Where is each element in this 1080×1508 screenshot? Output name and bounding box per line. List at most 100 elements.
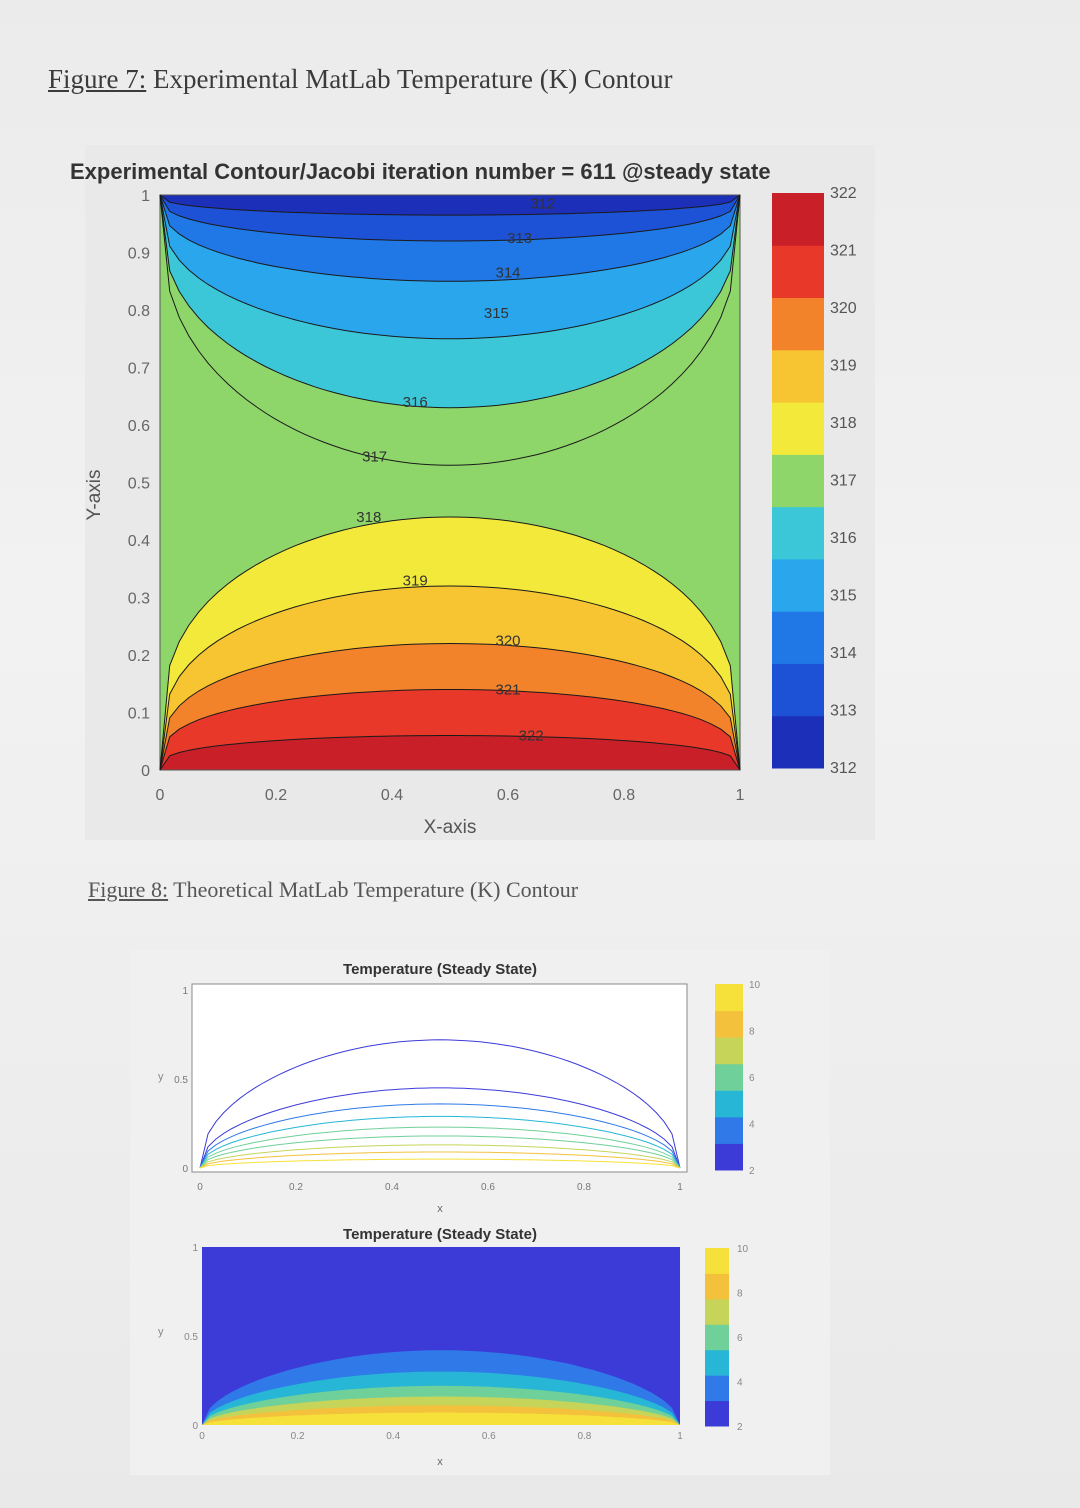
y-tick-labels: 00.51 [174,986,188,1175]
x-tick-labels: 0 0.2 0.4 0.6 0.8 1 [197,1182,683,1193]
contour-line-317 [159,194,741,466]
y-tick-labels: 0 0.1 0.2 0.3 0.4 0.5 0.6 0.7 0.8 0.9 1 [128,188,150,780]
x-tick-label: 0 [199,1431,205,1442]
x-tick-label: 0.2 [289,1182,303,1193]
colorbar-tick-label: 8 [749,1027,755,1038]
y-tick-label: 0.5 [128,476,150,493]
contour-label-315: 315 [484,305,509,322]
x-tick-label: 0.8 [577,1182,591,1193]
colorbar-tick-label: 2 [749,1166,755,1177]
y-tick-label: 1 [192,1243,198,1254]
colorbar-segment [772,715,824,769]
colorbar-segment [705,1324,729,1351]
colorbar [772,193,824,769]
contour-label-313: 313 [507,230,532,247]
plot-frame [159,194,741,771]
contour-label-314: 314 [495,265,520,282]
colorbar-tick-label: 317 [830,473,857,490]
colorbar-segment [705,1400,729,1427]
colorbar-tick-label: 313 [830,703,857,720]
x-axis-label: x [437,1203,443,1215]
x-tick-label: 0.4 [385,1182,399,1193]
y-tick-label: 0 [182,1164,188,1175]
colorbar-tick-label: 321 [830,243,857,260]
colorbar-segment [772,245,824,299]
colorbar-segment [715,1010,743,1038]
x-tick-labels: 0 0.2 0.4 0.6 0.8 1 [156,787,745,804]
contour-label-312: 312 [530,196,555,213]
colorbar-tick-label: 6 [737,1333,743,1344]
plot-frame [191,983,688,1173]
contour-line-6 [199,1135,681,1169]
contour-line-313 [159,194,741,242]
x-tick-label: 1 [677,1182,683,1193]
y-tick-label: 1 [141,188,150,205]
contour-label-321: 321 [495,682,520,699]
heatmap-area [202,1247,680,1425]
colorbar-tick-labels: 312 313 314 315 316 317 318 319 320 321 322 [830,185,857,777]
x-tick-label: 0.8 [613,787,635,804]
colorbar-tick-label: 320 [830,300,857,317]
colorbar-tick-label: 4 [749,1120,755,1131]
colorbar-segment [705,1273,729,1300]
contour-plot-area [159,194,741,771]
y-tick-label: 0.2 [128,648,150,665]
y-tick-label: 0.8 [128,303,150,320]
colorbar-tick-label: 312 [830,760,857,777]
x-tick-label: 0 [197,1182,203,1193]
x-tick-label: 0.8 [577,1431,591,1442]
y-tick-label: 0.3 [128,591,150,608]
contour-line-1 [199,1039,681,1169]
contour-line-322 [159,735,741,771]
colorbar-tick-label: 4 [737,1378,743,1389]
colorbar-tick-label: 2 [737,1422,743,1433]
y-axis-label: y [158,1326,164,1338]
theoretical-contour-lines-chart: Temperature (Steady State) 0 0.2 0.4 0.6 0.8… [130,950,830,1215]
colorbar-segment [705,1375,729,1402]
contour-label-317: 317 [362,449,387,466]
colorbar-segment [715,1143,743,1171]
contour-line-2 [199,1087,681,1169]
colorbar-segment [772,402,824,455]
colorbar-tick-label: 10 [737,1244,749,1255]
contour-label-320: 320 [495,633,520,650]
x-tick-label: 1 [736,787,745,804]
chart-title: Temperature (Steady State) [343,1226,537,1243]
y-tick-label: 0 [192,1421,198,1432]
colorbar-tick-label: 8 [737,1289,743,1300]
x-tick-label: 0 [156,787,165,804]
x-axis-label: X-axis [424,817,477,838]
x-axis-label: x [437,1456,443,1468]
colorbar-segment [715,1037,743,1065]
contour-line-316 [159,194,741,409]
colorbar-segment [705,1298,729,1325]
contour-line-5 [199,1126,681,1169]
colorbar-segment [772,349,824,403]
contour-label-322: 322 [519,728,544,745]
colorbar-segment [715,1116,743,1144]
contour-line-7 [199,1144,681,1169]
colorbar-segment [772,454,824,508]
colorbar-segment [772,193,824,246]
y-tick-label: 0 [141,763,150,780]
colorbar-segment [772,663,824,717]
contour-region-312 [160,195,740,216]
colorbar-segment [772,611,824,664]
contour-line-314 [159,194,741,282]
colorbar [705,1248,729,1427]
contour-line-321 [159,689,741,771]
figure7-caption: Figure 7: Experimental MatLab Temperatur… [48,64,672,95]
x-tick-label: 0.4 [381,787,403,804]
theoretical-heatmap-chart: Temperature (Steady State) 0 0.2 0.4 0.6 0.8… [130,1215,830,1475]
colorbar-segment [772,297,824,351]
colorbar-tick-label: 10 [749,980,761,991]
contour-line-315 [159,194,741,340]
y-tick-labels: 00.51 [184,1243,198,1432]
colorbar-segment [715,1063,743,1091]
y-tick-label: 0.5 [174,1075,188,1086]
x-tick-label: 0.6 [482,1431,496,1442]
x-tick-label: 1 [677,1431,683,1442]
colorbar-segment [715,984,743,1012]
y-axis-label: y [158,1071,164,1083]
colorbar-tick-label: 315 [830,588,857,605]
